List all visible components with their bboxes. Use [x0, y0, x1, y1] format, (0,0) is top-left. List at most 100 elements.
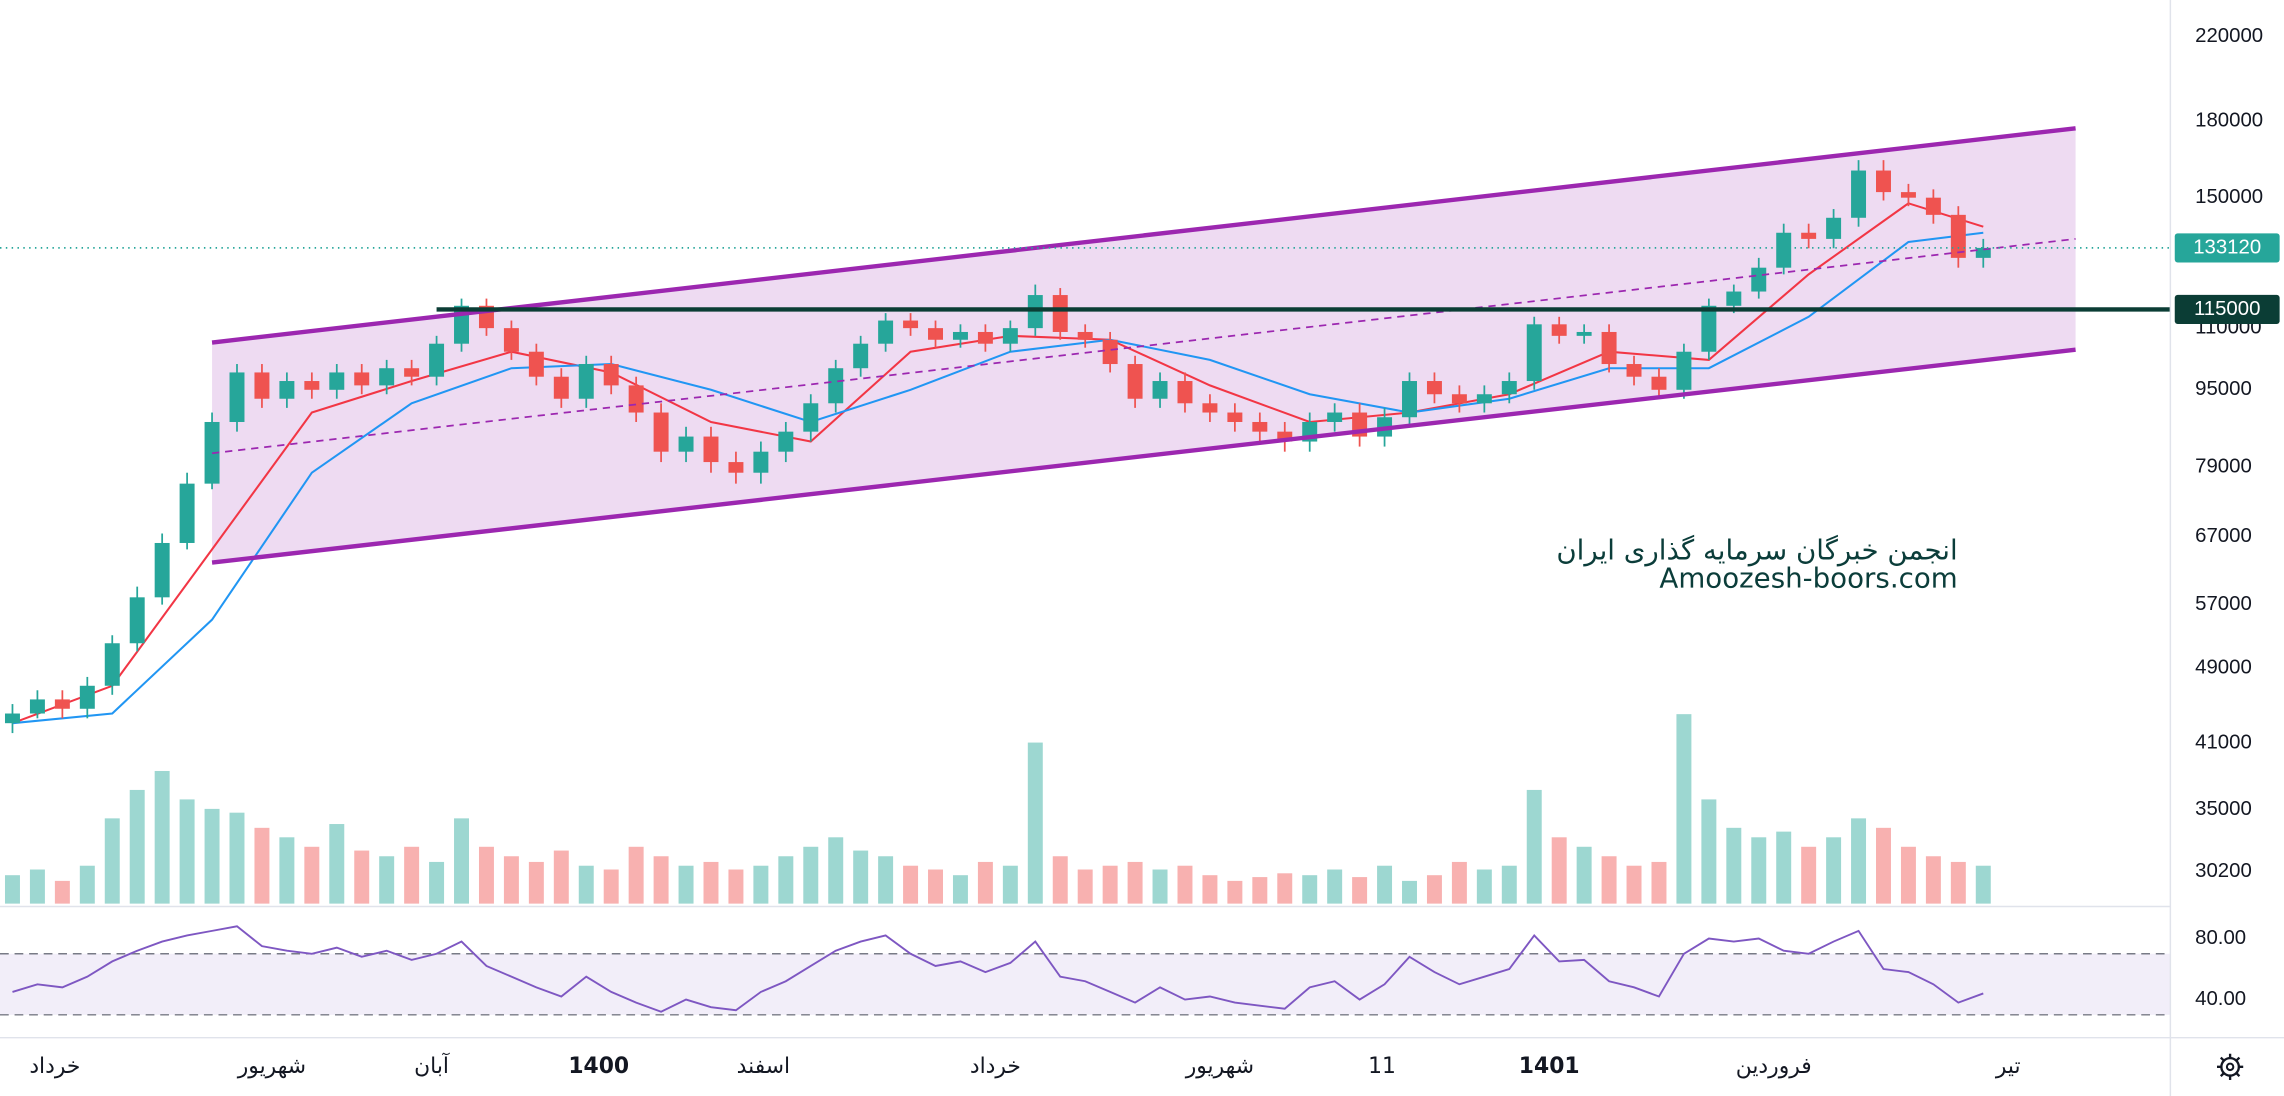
volume-bar	[503, 856, 519, 904]
candle-body	[1451, 394, 1467, 404]
volume-bar	[1077, 869, 1093, 904]
layer-axis: 2200001800001500001100009500079000670005…	[29, 25, 2280, 1079]
candle-body	[1975, 247, 1991, 258]
candle-body	[104, 643, 120, 686]
volume-bar	[603, 869, 619, 904]
volume-bar	[79, 865, 95, 904]
candle-body	[1551, 324, 1567, 336]
channel-line	[211, 126, 2076, 345]
candle-body	[778, 431, 794, 452]
volume-bar	[1576, 846, 1592, 904]
x-tick-label: 11	[1368, 1054, 1396, 1079]
watermark-site: Amoozesh-boors.com	[1659, 561, 1957, 594]
level-tag	[2174, 294, 2280, 325]
volume-bar	[1776, 831, 1792, 904]
candle-body	[1252, 421, 1268, 432]
candle-body	[1127, 364, 1143, 399]
volume-bar	[4, 875, 20, 904]
y-tick-label: 41000	[2195, 732, 2252, 754]
volume-bar	[1352, 877, 1368, 904]
candle-body	[578, 364, 594, 399]
candle-body	[928, 328, 943, 340]
candle-body	[803, 403, 819, 432]
candle-body	[304, 381, 320, 390]
candle-body	[354, 372, 370, 386]
volume-bar	[104, 818, 120, 904]
y-tick-label: 49000	[2195, 657, 2252, 679]
volume-bar	[977, 861, 993, 904]
volume-bar	[728, 869, 744, 904]
candle-body	[653, 412, 669, 452]
volume-bar	[1651, 861, 1667, 904]
candle-body	[1950, 214, 1966, 258]
candle-body	[1526, 324, 1542, 382]
volume-bar	[1277, 873, 1293, 904]
candle-body	[853, 343, 869, 369]
rsi-band-fill	[0, 953, 2171, 1015]
volume-bar	[903, 865, 919, 904]
volume-bar	[578, 865, 594, 904]
volume-bar	[1501, 865, 1517, 904]
candle-body	[379, 368, 395, 386]
candle-body	[1676, 351, 1692, 390]
volume-bar	[1626, 865, 1642, 904]
candle-body	[977, 331, 993, 344]
x-tick-label: شهریور	[1185, 1054, 1254, 1079]
layer-main	[0, 126, 2171, 1013]
volume-bar	[1676, 714, 1692, 904]
candle-body	[54, 699, 70, 709]
candle-body	[1900, 192, 1916, 198]
candle-body	[1277, 431, 1293, 442]
candle-body	[1402, 381, 1417, 418]
volume-bar	[29, 869, 45, 904]
candle-body	[1751, 267, 1767, 292]
volume-bar	[928, 869, 943, 904]
volume-bar	[229, 812, 245, 904]
candle-body	[1726, 291, 1742, 306]
volume-bar	[1551, 837, 1567, 904]
volume-bar	[678, 865, 694, 904]
candle-body	[703, 436, 719, 463]
volume-bar	[553, 850, 569, 904]
candle-body	[1626, 364, 1642, 377]
volume-bar	[1925, 856, 1941, 904]
candle-body	[1701, 305, 1717, 352]
volume-bar	[1900, 846, 1916, 904]
x-tick-label: 1400	[568, 1054, 629, 1079]
volume-bar	[54, 880, 70, 904]
volume-bar	[1102, 865, 1118, 904]
volume-bar	[429, 861, 445, 904]
y-tick-label: 150000	[2195, 186, 2263, 208]
candle-body	[1177, 381, 1193, 404]
candle-body	[329, 372, 345, 390]
y-tick-label: 67000	[2195, 525, 2252, 547]
candle-body	[29, 699, 45, 714]
candle-body	[503, 328, 519, 352]
last-price-tag	[2174, 233, 2280, 263]
x-tick-label: فروردین	[1736, 1054, 1812, 1079]
volume-bar	[478, 846, 494, 904]
y-tick-label: 57000	[2195, 593, 2252, 615]
candle-body	[4, 713, 20, 724]
channel-line	[211, 347, 2076, 565]
candle-body	[179, 483, 195, 543]
candle-body	[1102, 339, 1118, 365]
candle-body	[429, 343, 445, 377]
candle-body	[1801, 232, 1817, 239]
candle-body	[952, 331, 968, 340]
y-tick-label: 95000	[2195, 378, 2252, 400]
candle-body	[1052, 295, 1068, 332]
candle-body	[1227, 412, 1243, 422]
volume-bar	[1876, 827, 1891, 904]
volume-bar	[454, 818, 470, 904]
y-tick-label: 35000	[2195, 798, 2252, 820]
candle-body	[129, 597, 145, 644]
candle-body	[553, 376, 569, 399]
volume-bar	[1252, 877, 1268, 904]
x-tick-label: خرداد	[29, 1054, 80, 1079]
settings-icon[interactable]	[2216, 1053, 2244, 1080]
volume-bar	[1601, 856, 1617, 904]
candle-body	[728, 462, 744, 473]
